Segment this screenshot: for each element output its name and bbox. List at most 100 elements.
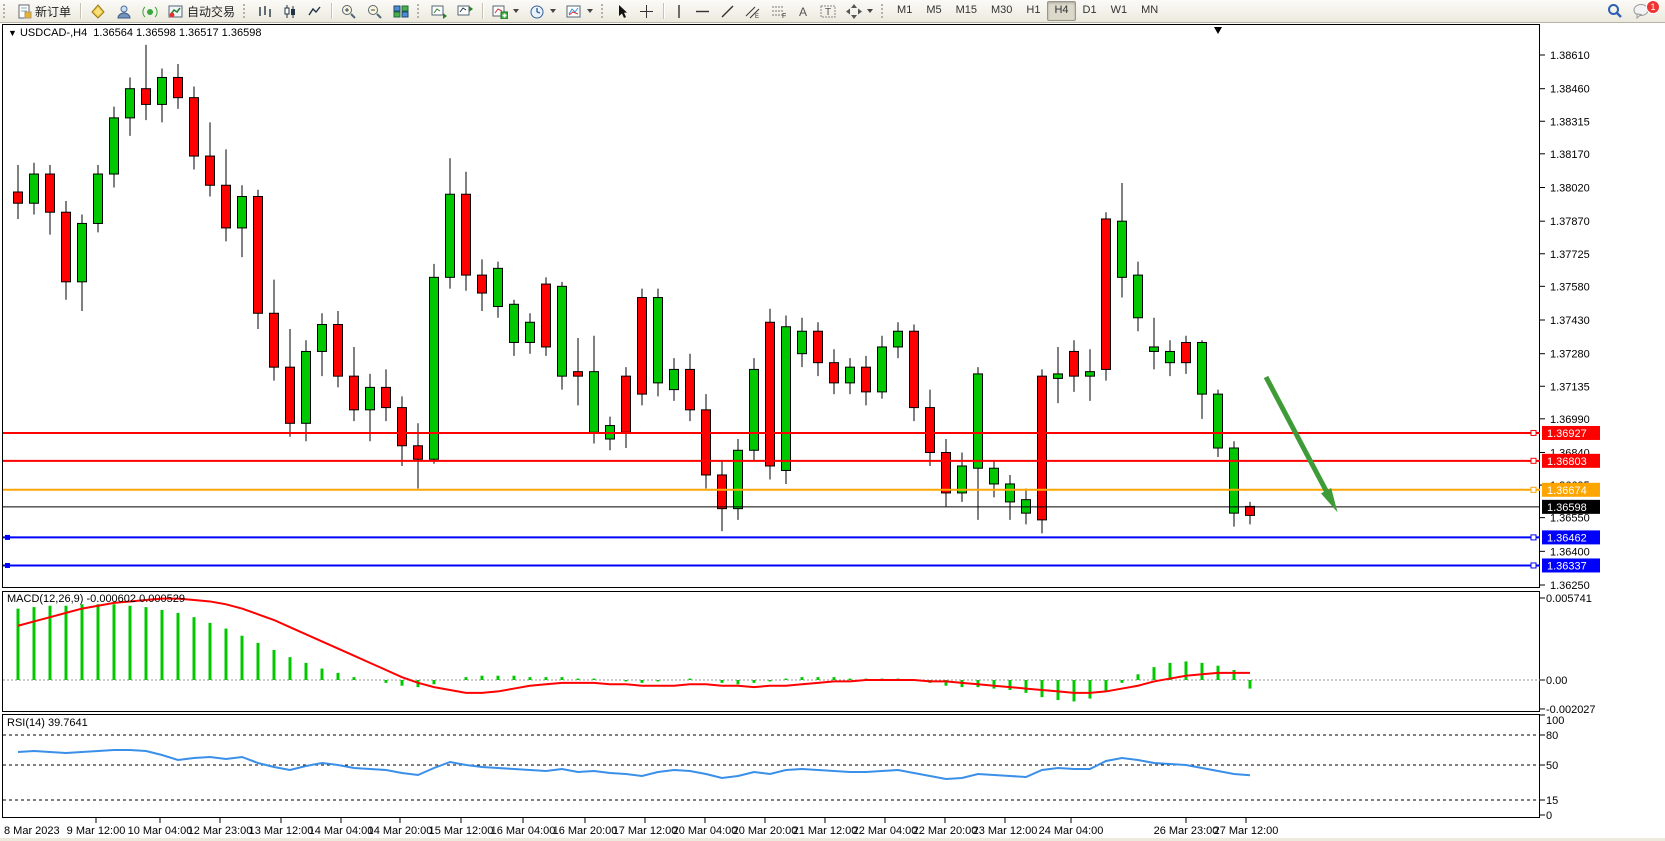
- timeframe-group: M1 M5 M15 M30 H1 H4 D1 W1 MN: [890, 1, 1165, 21]
- timeframe-button-m15[interactable]: M15: [955, 4, 977, 16]
- trendline-tool[interactable]: [715, 3, 740, 20]
- svg-text:15: 15: [1546, 795, 1558, 807]
- sell-direction-arrow[interactable]: [1263, 375, 1338, 513]
- level-price-label: [1542, 453, 1600, 468]
- cursor-button[interactable]: [610, 3, 634, 20]
- channel-icon: E: [745, 6, 760, 19]
- crosshair-button[interactable]: [634, 3, 659, 20]
- candle: [1085, 371, 1095, 377]
- search-icon: [1608, 4, 1622, 18]
- notifications-button[interactable]: 1: [1628, 0, 1660, 20]
- text-label-tool[interactable]: T: [815, 3, 841, 20]
- svg-text:-0.002027: -0.002027: [1546, 704, 1596, 716]
- rsi-series: [3, 734, 1540, 801]
- svg-text:1.37280: 1.37280: [1550, 349, 1590, 361]
- line-chart-button[interactable]: [302, 3, 327, 20]
- candle: [13, 191, 23, 204]
- svg-text:0: 0: [1546, 810, 1552, 822]
- channel-tool[interactable]: E: [740, 3, 766, 20]
- zoom-in-button[interactable]: [336, 3, 362, 20]
- candle: [413, 445, 423, 460]
- arrows-tool[interactable]: [841, 3, 878, 20]
- tile-windows-icon: [393, 5, 409, 17]
- svg-text:1.38610: 1.38610: [1550, 50, 1590, 62]
- vertical-line-tool[interactable]: [668, 3, 690, 20]
- time-axis-panel[interactable]: [0, 818, 1540, 839]
- timeframe-button-m1[interactable]: M1: [897, 4, 913, 16]
- new-order-button[interactable]: 新订单: [12, 3, 76, 20]
- step-forward-button[interactable]: [452, 3, 478, 20]
- candle: [989, 467, 999, 485]
- candle: [941, 452, 951, 494]
- candle: [1229, 447, 1239, 514]
- price-axis-ticks: 1.38610 1.38460 1.38315 1.38170 1.38020 1.378…: [1540, 50, 1590, 592]
- candle: [1005, 483, 1015, 503]
- zoom-out-button[interactable]: [362, 3, 388, 20]
- timeframe-button-h4[interactable]: H4: [1047, 1, 1076, 21]
- macd-panel[interactable]: [2, 591, 1540, 712]
- candle: [525, 321, 535, 343]
- search-button[interactable]: [1602, 3, 1628, 20]
- timeframe-button-w1[interactable]: W1: [1110, 4, 1128, 16]
- svg-text:A: A: [799, 5, 807, 19]
- timeframe-button-d1[interactable]: D1: [1082, 4, 1097, 16]
- candle: [493, 267, 503, 308]
- accounts-button[interactable]: [111, 3, 137, 20]
- main-chart-panel[interactable]: [2, 24, 1540, 588]
- candle: [1133, 274, 1143, 319]
- rsi-panel[interactable]: [2, 714, 1540, 818]
- tile-windows-button[interactable]: [388, 3, 414, 20]
- svg-text:1.37870: 1.37870: [1550, 216, 1590, 228]
- svg-text:E: E: [755, 14, 759, 19]
- main-toolbar: 新订单 自动交易: [0, 0, 1665, 23]
- candle: [781, 326, 791, 471]
- signals-button[interactable]: [137, 3, 163, 20]
- text-label-icon: T: [820, 5, 836, 18]
- level-price-label: [1542, 558, 1600, 573]
- svg-text:1.36803: 1.36803: [1547, 456, 1587, 468]
- chart-menu-caret[interactable]: ▼: [8, 28, 17, 38]
- candle: [477, 274, 487, 294]
- toolbar-grip[interactable]: [3, 4, 9, 18]
- svg-text:1.37430: 1.37430: [1550, 315, 1590, 327]
- chart-ohlc-title: ▼ USDCAD-,H4 1.36564 1.36598 1.36517 1.36…: [8, 27, 261, 39]
- horizontal-line-icon: [696, 10, 710, 12]
- candle: [957, 465, 967, 494]
- candle: [269, 312, 279, 368]
- svg-text:15 Mar 12:00: 15 Mar 12:00: [429, 825, 494, 837]
- auto-arrange-button[interactable]: [426, 3, 452, 20]
- candle-chart-button[interactable]: [277, 3, 302, 20]
- auto-trading-button[interactable]: 自动交易: [163, 3, 240, 20]
- timeframe-button-h1[interactable]: H1: [1026, 4, 1041, 16]
- candle: [1149, 346, 1159, 352]
- svg-text:1.38020: 1.38020: [1550, 183, 1590, 195]
- profiles-button[interactable]: [85, 3, 111, 20]
- svg-text:20 Mar 20:00: 20 Mar 20:00: [733, 825, 798, 837]
- candle: [317, 323, 327, 352]
- svg-text:24 Mar 04:00: 24 Mar 04:00: [1039, 825, 1104, 837]
- cursor-icon: [619, 4, 628, 18]
- toolbar-grip[interactable]: [601, 4, 607, 18]
- toolbar-grip[interactable]: [243, 4, 249, 18]
- svg-text:13 Mar 12:00: 13 Mar 12:00: [249, 825, 314, 837]
- bar-chart-button[interactable]: [252, 3, 277, 20]
- periods-button[interactable]: [524, 3, 561, 20]
- horizontal-line-tool[interactable]: [690, 3, 715, 20]
- timeframe-button-m5[interactable]: M5: [926, 4, 942, 16]
- templates-button[interactable]: [561, 3, 598, 20]
- candle: [429, 276, 439, 460]
- toolbar-grip[interactable]: [417, 4, 423, 18]
- candle: [205, 155, 215, 186]
- toolbar-grip[interactable]: [881, 4, 887, 18]
- candle: [973, 373, 983, 469]
- candle: [1165, 350, 1175, 364]
- text-tool[interactable]: A: [792, 3, 815, 20]
- svg-text:8 Mar 2023: 8 Mar 2023: [4, 825, 60, 837]
- fibonacci-tool[interactable]: F: [766, 3, 792, 20]
- add-indicator-button[interactable]: [487, 3, 524, 20]
- notification-badge: 1: [1646, 0, 1660, 14]
- timeframe-button-m30[interactable]: M30: [991, 4, 1013, 16]
- timeframe-button-mn[interactable]: MN: [1141, 4, 1159, 16]
- candle: [45, 173, 55, 213]
